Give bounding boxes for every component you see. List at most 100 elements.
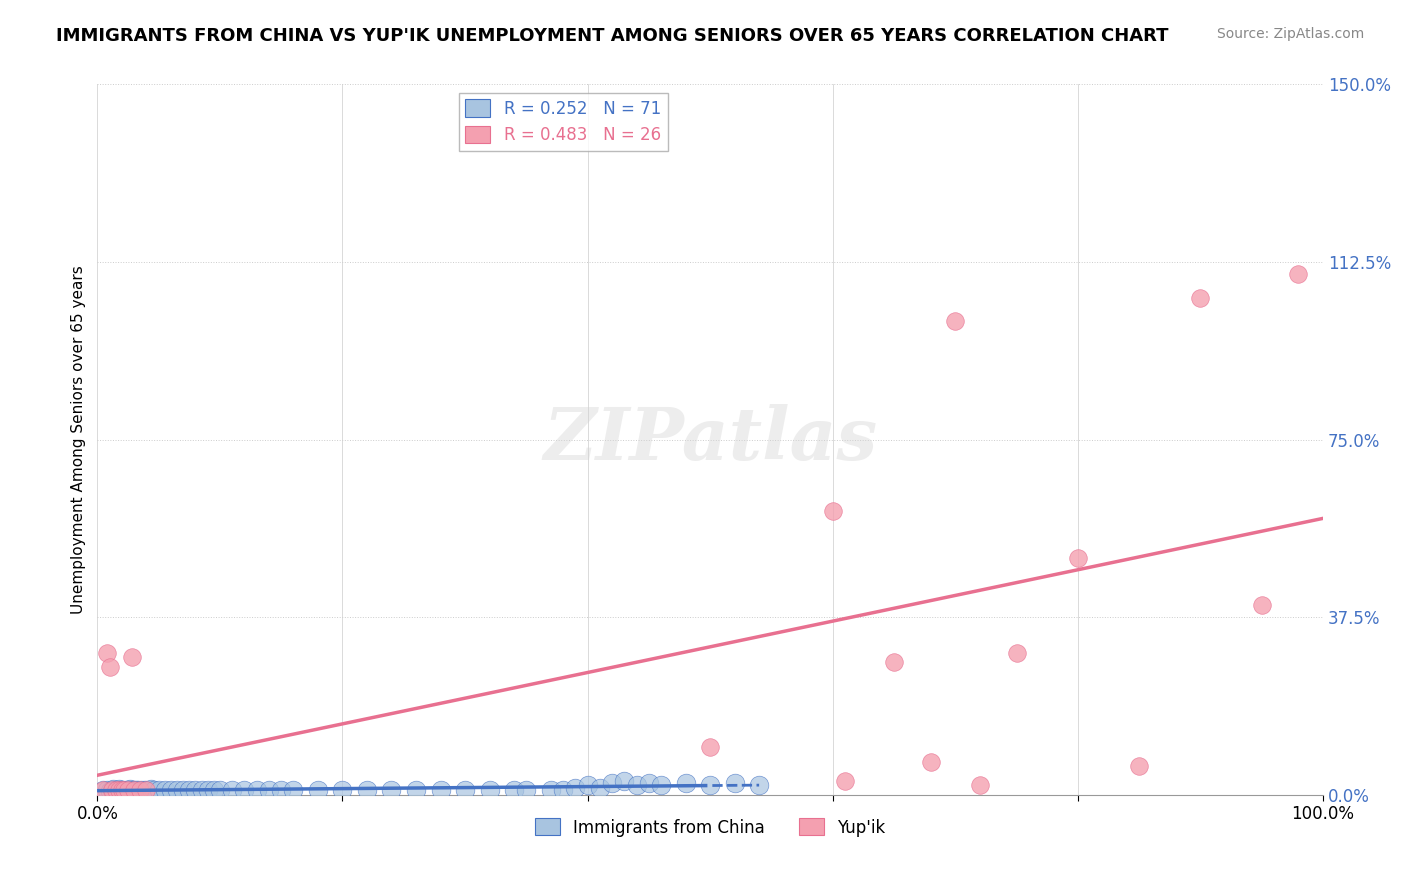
Point [104,783,127,797]
Point [969,778,991,792]
Point [576,778,599,792]
Point [270,783,292,797]
Point [172,783,194,797]
Point [405,783,427,797]
Point [208,783,231,797]
Point [111,783,134,797]
Point [114,783,136,797]
Point [110,783,132,797]
Point [101,783,124,797]
Legend: Immigrants from China, Yup'ik: Immigrants from China, Yup'ik [529,812,891,843]
Point [153,783,176,797]
Point [112,783,135,797]
Point [429,783,451,797]
Point [1005,646,1028,660]
Point [122,783,145,797]
Point [98,784,121,798]
Point [283,783,305,797]
Text: ZIPatlas: ZIPatlas [543,404,877,475]
Point [356,783,378,797]
Point [148,783,170,797]
Point [125,783,148,797]
Point [332,783,354,797]
Point [1067,551,1090,566]
Point [503,783,526,797]
Point [637,776,659,790]
Point [600,776,623,790]
Point [540,783,562,797]
Point [132,783,155,797]
Point [121,783,143,797]
Point [120,782,142,797]
Point [699,778,721,792]
Point [821,503,844,517]
Y-axis label: Unemployment Among Seniors over 65 years: Unemployment Among Seniors over 65 years [72,265,86,614]
Point [117,783,139,797]
Point [834,773,856,788]
Point [1128,759,1150,773]
Point [883,655,905,669]
Point [221,783,243,797]
Point [138,783,160,797]
Point [98,660,121,674]
Point [101,783,124,797]
Point [93,783,115,797]
Point [564,780,586,795]
Point [454,783,477,797]
Point [515,783,537,797]
Point [675,776,697,790]
Point [478,783,501,797]
Point [107,783,129,797]
Point [115,783,138,797]
Point [160,783,183,797]
Point [920,755,942,769]
Point [112,784,135,798]
Point [135,783,157,797]
Point [699,740,721,755]
Point [108,783,131,797]
Point [748,778,770,792]
Point [129,784,152,798]
Point [129,783,152,797]
Point [108,782,131,797]
Point [1250,599,1272,613]
Point [197,783,219,797]
Point [723,776,745,790]
Point [111,783,134,797]
Point [141,782,163,797]
Point [650,778,672,792]
Point [93,783,115,797]
Point [131,783,153,797]
Text: IMMIGRANTS FROM CHINA VS YUP'IK UNEMPLOYMENT AMONG SENIORS OVER 65 YEARS CORRELA: IMMIGRANTS FROM CHINA VS YUP'IK UNEMPLOY… [56,27,1168,45]
Point [118,783,141,797]
Point [117,783,139,797]
Point [589,780,612,795]
Point [122,783,145,797]
Point [1286,267,1309,281]
Point [943,314,966,328]
Text: Source: ZipAtlas.com: Source: ZipAtlas.com [1216,27,1364,41]
Point [551,783,574,797]
Point [246,783,269,797]
Point [127,783,149,797]
Point [233,783,256,797]
Point [104,783,127,797]
Point [96,646,118,660]
Point [142,783,165,797]
Point [135,783,157,797]
Point [626,778,648,792]
Point [179,783,201,797]
Point [307,783,329,797]
Point [166,783,188,797]
Point [184,783,207,797]
Point [1189,291,1212,305]
Point [257,783,280,797]
Point [202,783,225,797]
Point [190,783,212,797]
Point [124,783,146,797]
Point [103,782,125,797]
Point [96,783,118,797]
Point [112,783,135,797]
Point [613,773,636,788]
Point [380,783,402,797]
